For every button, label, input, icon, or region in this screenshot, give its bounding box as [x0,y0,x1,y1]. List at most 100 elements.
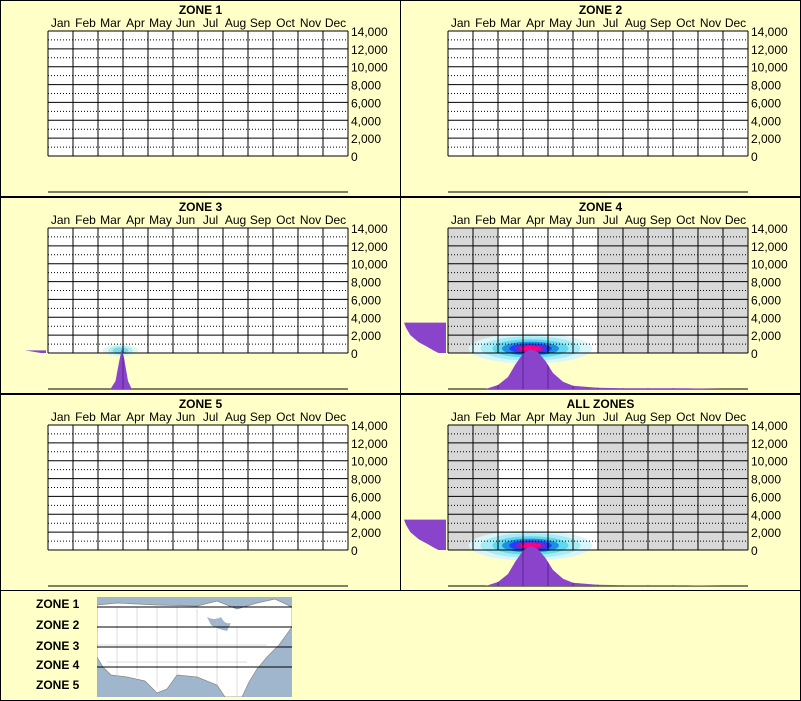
y-tick-label: 14,000 [351,25,388,39]
y-tick-label: 2,000 [751,132,781,146]
month-label-oct: Oct [676,16,695,30]
shaded-month-dec [723,228,748,353]
us-zone-map [97,597,292,697]
month-label-may: May [549,213,572,227]
month-label-sep: Sep [650,410,672,424]
y-tick-label: 12,000 [751,437,788,451]
month-label-mar: Mar [500,213,521,227]
month-label-jun: Jun [576,16,595,30]
month-label-oct: Oct [676,213,695,227]
month-label-nov: Nov [300,410,321,424]
y-tick-label: 0 [351,150,358,164]
map-zone-lines [97,606,292,668]
zone-legend: ZONE 1 ZONE 2 ZONE 3 ZONE 4 ZONE 5 [0,590,801,701]
month-label-jul: Jul [203,213,218,227]
elevation-profile [25,350,46,353]
month-label-sep: Sep [250,213,272,227]
month-label-apr: Apr [526,213,545,227]
month-label-dec: Dec [725,16,746,30]
legend-zone-5-label: ZONE 5 [36,678,80,692]
month-label-jul: Jul [603,410,618,424]
y-tick-label: 8,000 [351,473,381,487]
y-tick-label: 0 [751,150,758,164]
y-tick-label: 2,000 [351,329,381,343]
month-profile [110,349,132,389]
month-label-aug: Aug [225,213,246,227]
y-tick-label: 10,000 [351,61,388,75]
month-label-feb: Feb [475,213,496,227]
month-label-jun: Jun [176,410,195,424]
month-label-dec: Dec [325,410,346,424]
shaded-month-aug [623,425,648,550]
month-label-aug: Aug [225,410,246,424]
month-label-dec: Dec [725,213,746,227]
month-label-nov: Nov [300,16,321,30]
y-tick-label: 8,000 [751,473,781,487]
y-tick-label: 12,000 [751,240,788,254]
legend-zone-1-label: ZONE 1 [36,597,80,611]
y-tick-label: 2,000 [351,526,381,540]
y-tick-label: 6,000 [351,293,381,307]
shaded-month-sep [648,228,673,353]
month-label-jan: Jan [451,213,470,227]
month-profile [485,349,723,389]
y-tick-label: 14,000 [351,419,388,433]
month-label-may: May [549,16,572,30]
month-label-sep: Sep [650,213,672,227]
hotspot-0 [103,344,138,357]
y-tick-label: 14,000 [351,222,388,236]
y-tick-label: 0 [751,347,758,361]
month-label-apr: Apr [126,16,145,30]
y-tick-label: 14,000 [751,222,788,236]
y-tick-label: 14,000 [751,419,788,433]
month-label-oct: Oct [276,410,295,424]
month-label-nov: Nov [700,213,721,227]
shaded-month-feb [473,425,498,550]
shaded-month-aug [623,228,648,353]
month-label-may: May [549,410,572,424]
month-label-dec: Dec [325,213,346,227]
y-tick-label: 6,000 [351,490,381,504]
zone-panel-5: ZONE 5 Jan Feb Mar Apr May Jun Jul Aug Sep Oct Nov D… [0,394,401,591]
month-label-jan: Jan [51,16,70,30]
y-tick-label: 4,000 [351,311,381,325]
month-label-mar: Mar [500,16,521,30]
month-label-oct: Oct [276,213,295,227]
shaded-month-nov [698,228,723,353]
y-tick-label: 4,000 [751,311,781,325]
month-label-dec: Dec [325,16,346,30]
elevation-profile [404,519,446,550]
month-label-oct: Oct [276,16,295,30]
y-tick-label: 2,000 [351,132,381,146]
month-label-may: May [149,213,172,227]
y-tick-label: 8,000 [751,276,781,290]
y-tick-label: 12,000 [351,43,388,57]
zone-panel-4: ZONE 4 Jan Feb Mar Apr May Jun Jul Aug Sep Oct Nov D… [400,197,801,394]
zone-panel-6: ALL ZONES Jan Feb Mar Apr May Jun Jul Aug Sep Oct N… [400,394,801,591]
month-label-jan: Jan [451,410,470,424]
panel-title: ZONE 2 [578,3,623,17]
month-label-feb: Feb [75,410,96,424]
month-label-feb: Feb [75,213,96,227]
panel-chart: Jan Feb Mar Apr May Jun Jul Aug Sep Oct Nov Dec 14,0… [47,410,388,587]
legend-zone-2-label: ZONE 2 [36,618,80,632]
y-tick-label: 0 [351,347,358,361]
month-label-feb: Feb [475,16,496,30]
y-tick-label: 0 [751,544,758,558]
hotspot-0 [468,333,593,364]
y-tick-label: 8,000 [751,79,781,93]
month-label-sep: Sep [650,16,672,30]
month-label-oct: Oct [676,410,695,424]
y-tick-label: 10,000 [351,455,388,469]
legend-zone-4-label: ZONE 4 [36,658,80,672]
month-label-dec: Dec [725,410,746,424]
month-label-apr: Apr [126,213,145,227]
y-tick-label: 10,000 [351,258,388,272]
month-label-nov: Nov [300,213,321,227]
panel-title: ZONE 1 [178,3,223,17]
month-label-jul: Jul [203,16,218,30]
month-label-apr: Apr [126,410,145,424]
y-tick-label: 4,000 [751,114,781,128]
panel-chart: Jan Feb Mar Apr May Jun Jul Aug Sep Oct Nov Dec 14,0… [404,213,788,390]
y-tick-label: 14,000 [751,25,788,39]
